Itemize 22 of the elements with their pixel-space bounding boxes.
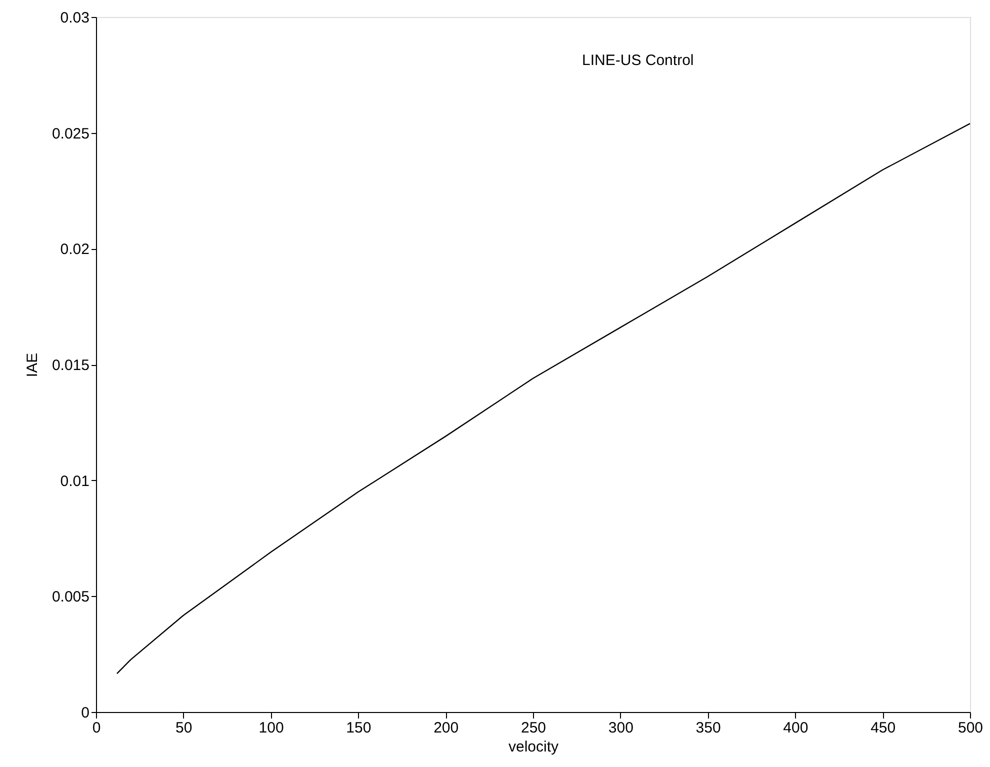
x-tick-label: 450 [870, 720, 896, 736]
x-tick-label: 500 [958, 720, 984, 736]
y-tick-label: 0.02 [60, 241, 90, 258]
x-tick-label: 250 [520, 720, 546, 736]
x-tick-label: 200 [434, 720, 459, 736]
x-tick-label: 300 [608, 720, 634, 736]
x-tick-label: 50 [176, 720, 192, 736]
x-tick-label: 0 [92, 720, 101, 736]
x-tick-label: 150 [346, 720, 372, 736]
x-tick-label: 100 [258, 720, 284, 736]
line-series [116, 122, 971, 674]
y-tick-label: 0 [81, 704, 90, 722]
y-tick-label: 0.025 [52, 125, 90, 142]
x-tick-label: 350 [696, 720, 721, 736]
y-tick-label: 0.015 [52, 357, 90, 374]
x-tick-label: 400 [783, 720, 808, 736]
x-axis-title: velocity [508, 738, 559, 756]
y-tick-label: 0.01 [60, 472, 90, 490]
y-axis-title: IAE [24, 352, 41, 378]
annotation: LINE-US Control [582, 52, 694, 69]
y-tick-label: 0.03 [60, 10, 90, 26]
y-tick-label: 0.005 [52, 588, 90, 606]
